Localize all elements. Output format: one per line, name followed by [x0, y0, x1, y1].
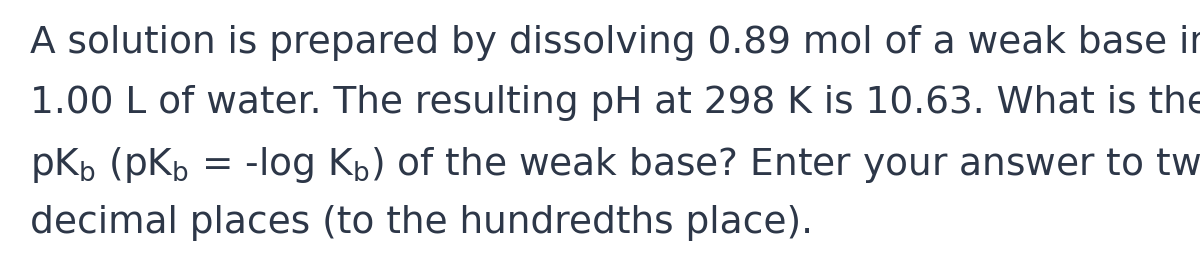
- Text: A solution is prepared by dissolving 0.89 mol of a weak base in: A solution is prepared by dissolving 0.8…: [30, 25, 1200, 61]
- Text: 1.00 L of water. The resulting pH at 298 K is 10.63. What is the: 1.00 L of water. The resulting pH at 298…: [30, 85, 1200, 121]
- Text: pK$_\mathrm{b}$ (pK$_\mathrm{b}$ = -log K$_\mathrm{b}$) of the weak base? Enter : pK$_\mathrm{b}$ (pK$_\mathrm{b}$ = -log …: [30, 145, 1200, 185]
- Text: decimal places (to the hundredths place).: decimal places (to the hundredths place)…: [30, 205, 814, 241]
